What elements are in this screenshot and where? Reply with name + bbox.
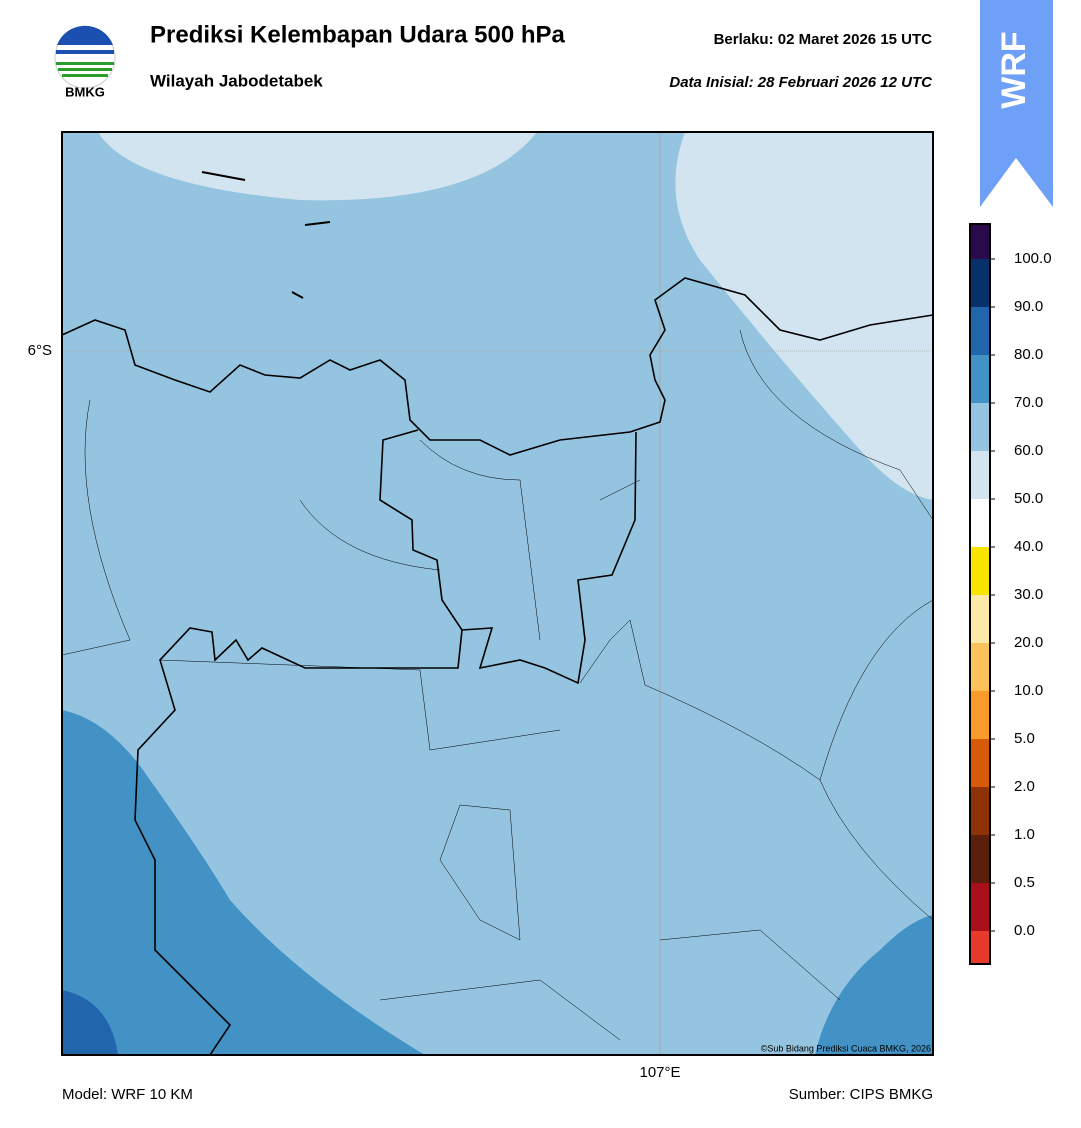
map (62, 132, 933, 1055)
lat-label: 6°S (28, 342, 52, 359)
colorbar-tick-label: 100.0 (1014, 250, 1052, 267)
colorbar-segment (970, 691, 990, 739)
logo: BMKG (54, 25, 116, 99)
colorbar-tick-label: 0.0 (1014, 922, 1035, 939)
colorbar-tick-label: 90.0 (1014, 298, 1043, 315)
init-time: Data Inisial: 28 Februari 2026 12 UTC (669, 74, 933, 91)
colorbar-segment (970, 739, 990, 787)
colorbar-segment (970, 643, 990, 691)
colorbar-tick-label: 0.5 (1014, 874, 1035, 891)
colorbar-tick-label: 2.0 (1014, 778, 1035, 795)
colorbar-segment (970, 355, 990, 403)
colorbar-frame (969, 223, 991, 965)
title: Prediksi Kelembapan Udara 500 hPa (150, 21, 566, 48)
colorbar-tick-label: 50.0 (1014, 490, 1043, 507)
source: Sumber: CIPS BMKG (789, 1086, 933, 1103)
colorbar-segment (970, 224, 990, 259)
credit: ©Sub Bidang Prediksi Cuaca BMKG, 2026 (761, 1043, 931, 1053)
colorbar-segment (970, 403, 990, 451)
lon-label: 107°E (639, 1064, 680, 1081)
colorbar-tick-label: 70.0 (1014, 394, 1043, 411)
colorbar-tick-label: 5.0 (1014, 730, 1035, 747)
badge-text: WRF (995, 31, 1033, 108)
colorbar-segment (970, 259, 990, 307)
map-frame (61, 131, 934, 1056)
colorbar-segment (970, 595, 990, 643)
subtitle: Wilayah Jabodetabek (150, 71, 323, 90)
badge (980, 0, 1053, 207)
colorbar-tick-label: 40.0 (1014, 538, 1043, 555)
model: Model: WRF 10 KM (62, 1086, 193, 1103)
colorbar-segment (970, 883, 990, 931)
colorbar-segment (970, 787, 990, 835)
valid-time: Berlaku: 02 Maret 2026 15 UTC (714, 31, 933, 48)
logo-text: BMKG (65, 84, 105, 99)
colorbar-segment (970, 307, 990, 355)
colorbar-tick-label: 30.0 (1014, 586, 1043, 603)
colorbar-segment (970, 931, 990, 964)
colorbar-segment (970, 499, 990, 547)
colorbar-tick-label: 20.0 (1014, 634, 1043, 651)
colorbar: 0.0 0.5 1.0 2.0 5.0 10.0 20.0 30.0 40.0 50.0 60.0 7… (969, 223, 1052, 965)
colorbar-segment (970, 547, 990, 595)
colorbar-tick-label: 60.0 (1014, 442, 1043, 459)
colorbar-tick-label: 80.0 (1014, 346, 1043, 363)
colorbar-segment (970, 451, 990, 499)
colorbar-tick-label: 1.0 (1014, 826, 1035, 843)
colorbar-tick-label: 10.0 (1014, 682, 1043, 699)
colorbar-segment (970, 835, 990, 883)
